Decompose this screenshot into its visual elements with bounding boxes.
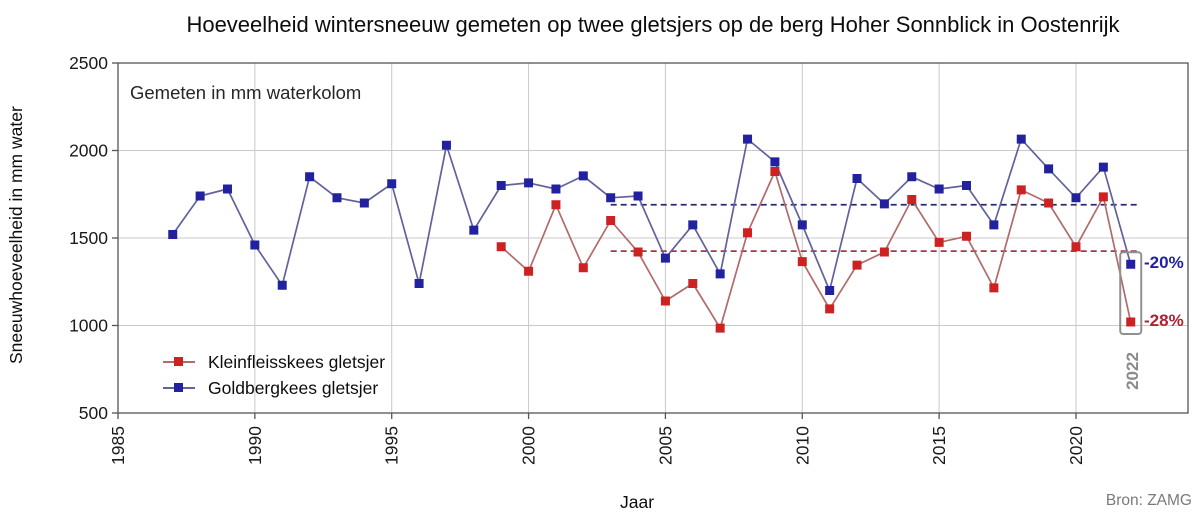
svg-text:1995: 1995 <box>382 426 402 465</box>
legend-item-goldbergkees: Goldbergkees gletsjer <box>163 375 385 401</box>
svg-text:2000: 2000 <box>519 426 539 465</box>
kleinfleisskees-line <box>500 170 1132 329</box>
gridlines <box>118 63 1188 413</box>
legend-square-sample <box>174 383 183 392</box>
x-tick-labels: 1985 1990 1995 2000 2005 2010 2015 2020 <box>108 426 1086 465</box>
svg-text:2005: 2005 <box>655 426 675 465</box>
svg-text:1990: 1990 <box>245 426 265 465</box>
goldbergkees-line <box>172 138 1132 292</box>
svg-text:2020: 2020 <box>1066 426 1086 465</box>
svg-text:2000: 2000 <box>69 141 108 161</box>
svg-text:2015: 2015 <box>929 426 949 465</box>
chart-title: Hoeveelheid wintersneeuw gemeten op twee… <box>186 12 1120 37</box>
svg-text:1000: 1000 <box>69 316 108 336</box>
svg-text:1985: 1985 <box>108 426 128 465</box>
legend: Kleinfleisskees gletsjer Goldbergkees gl… <box>163 349 385 401</box>
legend-square-sample <box>174 357 183 366</box>
kleinfleisskees-markers <box>496 167 1136 333</box>
svg-text:2010: 2010 <box>792 426 812 465</box>
kleinfleisskees-drop-annotation: -28% <box>1144 311 1184 330</box>
source-note: Bron: ZAMG <box>1105 492 1192 509</box>
y-tick-labels: 500 1000 1500 2000 2500 <box>69 53 108 423</box>
goldbergkees-markers <box>168 134 1136 295</box>
x-axis-title: Jaar <box>620 492 655 512</box>
axis-ticks <box>112 62 1077 419</box>
legend-label-goldbergkees: Goldbergkees gletsjer <box>208 377 379 398</box>
kleinfleisskees-legend-marker <box>163 357 195 367</box>
goldbergkees-drop-annotation: -20% <box>1144 253 1184 272</box>
goldbergkees-legend-marker <box>163 383 195 393</box>
highlight-year-label: 2022 <box>1123 352 1142 390</box>
unit-note: Gemeten in mm waterkolom <box>130 82 362 103</box>
legend-item-kleinfleisskees: Kleinfleisskees gletsjer <box>163 349 385 375</box>
svg-text:1500: 1500 <box>69 228 108 248</box>
highlight-2022-box <box>1119 251 1143 335</box>
legend-label-kleinfleisskees: Kleinfleisskees gletsjer <box>208 351 386 372</box>
svg-text:500: 500 <box>79 403 108 423</box>
svg-text:2500: 2500 <box>69 53 108 73</box>
